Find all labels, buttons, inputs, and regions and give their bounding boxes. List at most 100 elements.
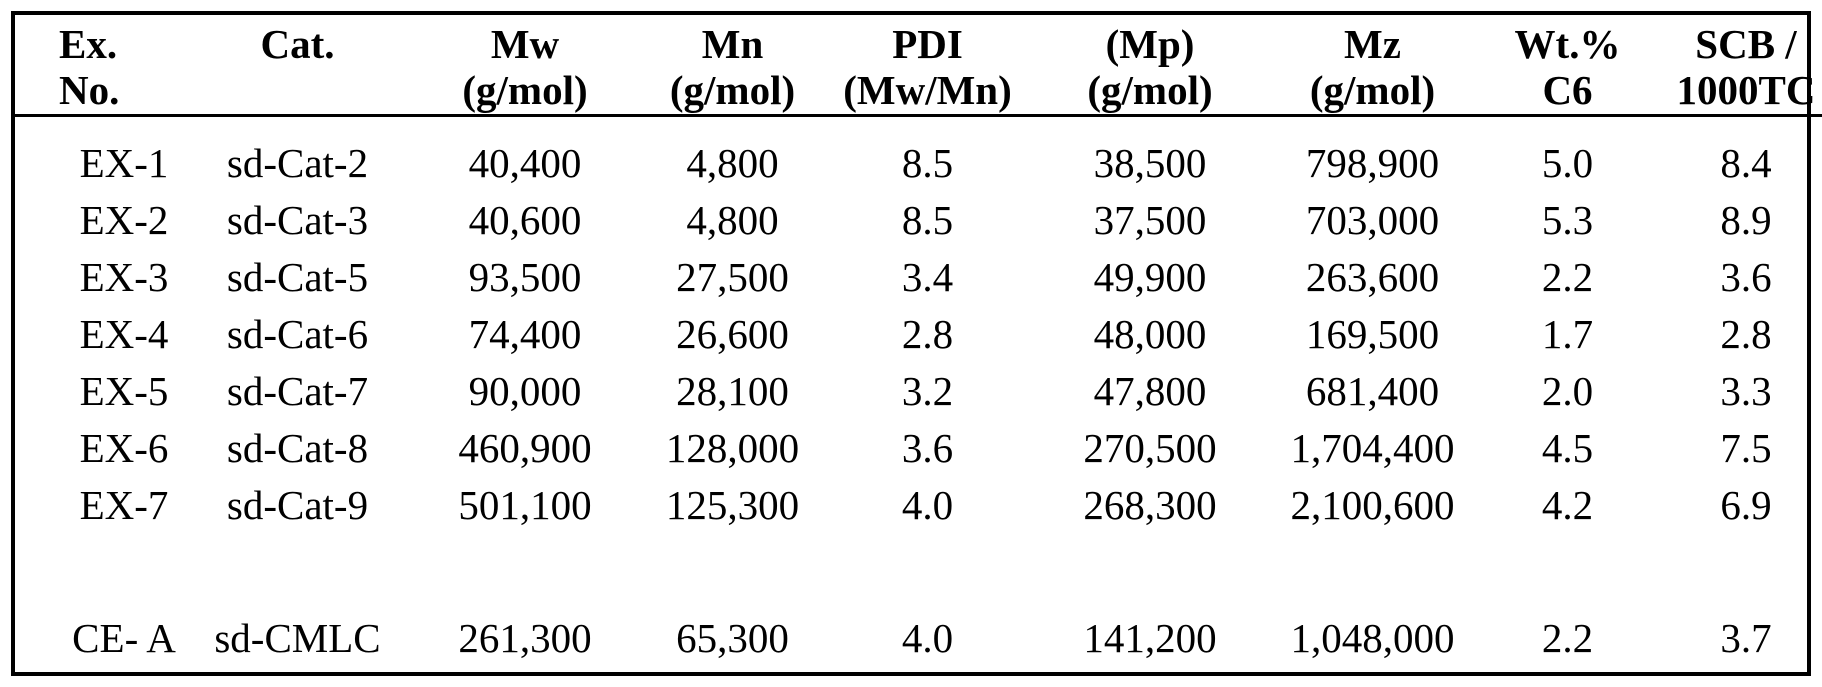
column-header-line1: Cat. xyxy=(260,21,335,67)
table-cell: 681,400 xyxy=(1305,367,1440,414)
table-cell: 2.2 xyxy=(1541,615,1594,661)
table-cell: 3.3 xyxy=(1720,367,1772,414)
table-cell: EX-2 xyxy=(79,196,169,243)
table-row: EX-6 sd-Cat-8 460,900 128,000 3.6 270,500 1,70… xyxy=(15,419,1822,476)
table-cell: 4,800 xyxy=(686,196,779,243)
table-row: EX-5 sd-Cat-7 90,000 28,100 3.2 47,800 681,400… xyxy=(15,362,1822,419)
table-cell: 3.6 xyxy=(901,424,954,471)
table-cell: 28,100 xyxy=(676,367,789,414)
table-row: EX-4 sd-Cat-6 74,400 26,600 2.8 48,000 169,500… xyxy=(15,305,1822,362)
table-cell: 5.0 xyxy=(1541,139,1594,186)
table-cell: 3.6 xyxy=(1720,253,1772,300)
table-cell: 90,000 xyxy=(468,367,582,414)
table-cell: sd-Cat-5 xyxy=(226,253,369,300)
table-cell: 3.7 xyxy=(1720,615,1772,661)
table-cell: 263,600 xyxy=(1305,253,1440,300)
table-cell: 8.5 xyxy=(901,196,954,243)
table-cell: 74,400 xyxy=(468,310,582,357)
column-header-wt: Wt.% C6 xyxy=(1480,15,1655,116)
column-header-line1: Mn xyxy=(701,21,764,67)
table-cell: 270,500 xyxy=(1083,424,1217,471)
column-header-line2: (g/mol) xyxy=(1087,67,1213,113)
column-header-mp: (Mp) (g/mol) xyxy=(1035,15,1265,116)
column-header-line2: 1000TC xyxy=(1676,67,1816,113)
table-cell: EX-1 xyxy=(79,139,169,186)
table-cell: 268,300 xyxy=(1083,481,1217,528)
table-cell: 48,000 xyxy=(1093,310,1207,357)
table-cell: 501,100 xyxy=(458,481,592,528)
table-cell: EX-7 xyxy=(79,481,169,528)
table-cell: EX-5 xyxy=(79,367,169,414)
table-cell: 169,500 xyxy=(1305,310,1440,357)
table-cell: 2,100,600 xyxy=(1290,481,1455,528)
table-cell: 47,800 xyxy=(1093,367,1207,414)
column-header-line1: SCB / xyxy=(1695,21,1797,67)
column-header-scb: SCB /1000TC xyxy=(1655,15,1822,116)
table-cell: 40,400 xyxy=(468,139,582,186)
column-header-line2: C6 xyxy=(1542,67,1593,113)
column-header-line2: (Mw/Mn) xyxy=(843,67,1012,113)
table-cell: EX-3 xyxy=(79,253,169,300)
table-cell: 1,048,000 xyxy=(1290,615,1455,661)
column-header-line1: Mz xyxy=(1344,21,1401,67)
table-border-frame: Ex. No. Cat. Mw (g/mol) Mn (g/mol) PDI (Mw/Mn) (M… xyxy=(11,11,1822,676)
table-cell: 4.0 xyxy=(901,481,954,528)
table-cell: 49,900 xyxy=(1093,253,1207,300)
table-cell: 4.5 xyxy=(1541,424,1594,471)
table-cell: 261,300 xyxy=(458,615,592,661)
table-cell: 460,900 xyxy=(458,424,592,471)
column-header-line2: No. xyxy=(59,67,120,113)
column-header-cat: Cat. xyxy=(190,15,405,116)
table-cell: 26,600 xyxy=(676,310,789,357)
table-cell: 2.0 xyxy=(1541,367,1594,414)
table-cell: 38,500 xyxy=(1093,139,1207,186)
table-cell: 703,000 xyxy=(1305,196,1440,243)
table-cell: sd-Cat-7 xyxy=(226,367,369,414)
table-row: CE- A sd-CMLC 261,300 65,300 4.0 141,200 1,048… xyxy=(15,533,1822,678)
table-cell: 125,300 xyxy=(665,481,800,528)
table-cell: 1,704,400 xyxy=(1290,424,1455,471)
column-header-line2: (g/mol) xyxy=(462,67,588,113)
table-row: EX-7 sd-Cat-9 501,100 125,300 4.0 268,300 2,10… xyxy=(15,476,1822,533)
table-cell: 65,300 xyxy=(676,615,789,661)
column-header-mz: Mz (g/mol) xyxy=(1265,15,1480,116)
table-cell: 1.7 xyxy=(1541,310,1594,357)
column-header-line2: (g/mol) xyxy=(669,67,796,113)
table-cell: 4.2 xyxy=(1541,481,1594,528)
table-row: EX-3 sd-Cat-5 93,500 27,500 3.4 49,900 263,600… xyxy=(15,248,1822,305)
table-cell: 6.9 xyxy=(1720,481,1772,528)
table-cell: 7.5 xyxy=(1720,424,1772,471)
table-cell: 5.3 xyxy=(1541,196,1594,243)
table-cell: 3.4 xyxy=(901,253,954,300)
column-header-line1: Ex. xyxy=(59,21,118,67)
table-cell: EX-4 xyxy=(79,310,169,357)
table-row: EX-1 sd-Cat-2 40,400 4,800 8.5 38,500 798,900 5… xyxy=(15,116,1822,192)
column-header-pdi: PDI (Mw/Mn) xyxy=(820,15,1035,116)
table-header: Ex. No. Cat. Mw (g/mol) Mn (g/mol) PDI (Mw/Mn) (M… xyxy=(15,15,1822,116)
table-cell: 40,600 xyxy=(468,196,582,243)
table-cell: 8.4 xyxy=(1720,139,1772,186)
table-cell: 93,500 xyxy=(468,253,582,300)
table-cell: 128,000 xyxy=(665,424,800,471)
table-cell: 37,500 xyxy=(1093,196,1207,243)
column-header-line1: Mw xyxy=(490,21,560,67)
examples-body: EX-1 sd-Cat-2 40,400 4,800 8.5 38,500 798,900 5… xyxy=(15,116,1822,534)
comparative-body: CE- A sd-CMLC 261,300 65,300 4.0 141,200 1,048… xyxy=(15,533,1822,678)
table-cell: 2.8 xyxy=(901,310,954,357)
table-cell: sd-Cat-6 xyxy=(226,310,369,357)
table-cell: sd-CMLC xyxy=(214,615,381,661)
table-row: EX-2 sd-Cat-3 40,600 4,800 8.5 37,500 703,000 5… xyxy=(15,191,1822,248)
table-cell: CE- A xyxy=(72,615,176,661)
column-header-mn: Mn (g/mol) xyxy=(645,15,820,116)
table-cell: 141,200 xyxy=(1083,615,1217,661)
column-header-line1: (Mp) xyxy=(1105,21,1195,67)
table-cell: sd-Cat-3 xyxy=(226,196,369,243)
column-header-line1: Wt.% xyxy=(1514,21,1621,67)
header-row: Ex. No. Cat. Mw (g/mol) Mn (g/mol) PDI (Mw/Mn) (M… xyxy=(15,15,1822,116)
table-cell: 3.2 xyxy=(901,367,954,414)
table-cell: 8.5 xyxy=(901,139,954,186)
table-cell: 798,900 xyxy=(1305,139,1440,186)
table-cell: sd-Cat-9 xyxy=(226,481,369,528)
table-cell: 4.0 xyxy=(901,615,954,661)
